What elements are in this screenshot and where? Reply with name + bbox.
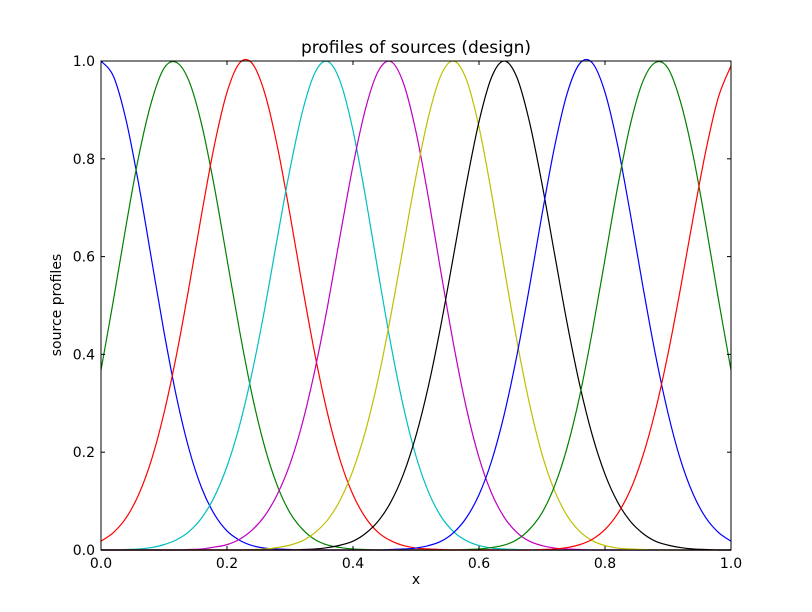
y-axis-label: source profiles — [49, 254, 65, 356]
y-tick-label: 0.8 — [73, 152, 95, 168]
y-tick-label: 0.6 — [73, 250, 95, 266]
chart-title: profiles of sources (design) — [301, 38, 531, 58]
x-axis-label: x — [412, 572, 420, 588]
plot-frame — [100, 60, 732, 551]
y-tick-label: 0.0 — [73, 543, 95, 559]
x-tick-label: 0.2 — [216, 556, 238, 572]
x-tick-label: 0.0 — [90, 556, 112, 572]
x-tick-label: 0.6 — [468, 556, 490, 572]
y-tick-label: 1.0 — [73, 54, 95, 70]
x-tick-label: 0.8 — [594, 556, 616, 572]
y-tick-label: 0.2 — [73, 445, 95, 461]
x-tick-label: 0.4 — [342, 556, 364, 572]
y-tick-label: 0.4 — [73, 347, 95, 363]
ticks-layer: 0.0 0.2 0.4 0.6 0.8 1.0 0.0 0.2 0.4 0.6 0.8 1.0 — [73, 54, 742, 572]
x-tick-label: 1.0 — [720, 556, 742, 572]
